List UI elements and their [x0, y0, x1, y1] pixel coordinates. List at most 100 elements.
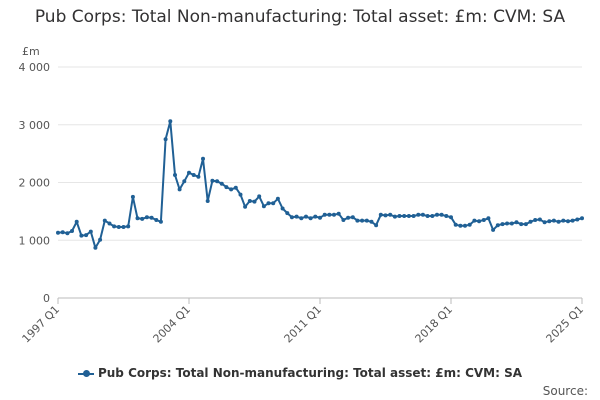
data-point[interactable] [252, 199, 257, 204]
data-point[interactable] [350, 215, 355, 220]
data-point[interactable] [486, 216, 491, 221]
data-point[interactable] [322, 212, 327, 217]
data-point[interactable] [289, 215, 294, 220]
data-point[interactable] [411, 214, 416, 218]
data-point[interactable] [566, 219, 570, 224]
data-point[interactable] [229, 187, 234, 192]
data-point[interactable] [224, 185, 229, 190]
data-point[interactable] [102, 218, 107, 223]
data-point[interactable] [112, 224, 117, 229]
data-point[interactable] [570, 218, 575, 223]
data-point[interactable] [392, 214, 397, 219]
data-point[interactable] [318, 215, 322, 220]
data-point[interactable] [126, 224, 131, 229]
data-point[interactable] [369, 219, 374, 224]
data-point[interactable] [173, 173, 177, 177]
data-point[interactable] [481, 218, 486, 222]
data-point[interactable] [163, 137, 168, 142]
data-point[interactable] [547, 219, 552, 224]
data-point[interactable] [65, 231, 70, 236]
data-point[interactable] [247, 199, 252, 203]
data-point[interactable] [430, 214, 435, 218]
data-point[interactable] [210, 178, 215, 183]
data-point[interactable] [201, 156, 205, 161]
data-point[interactable] [374, 223, 379, 228]
data-point[interactable] [561, 218, 566, 223]
data-point[interactable] [439, 212, 444, 217]
data-point[interactable] [130, 194, 135, 199]
data-point[interactable] [341, 218, 346, 222]
data-point[interactable] [294, 214, 299, 219]
data-point[interactable] [336, 211, 341, 216]
data-point[interactable] [556, 219, 561, 224]
data-point[interactable] [575, 217, 580, 222]
data-point[interactable] [215, 179, 220, 184]
data-point[interactable] [528, 219, 533, 224]
data-point[interactable] [308, 216, 313, 221]
data-point[interactable] [84, 233, 89, 238]
data-point[interactable] [285, 211, 290, 216]
data-point[interactable] [187, 170, 191, 175]
data-point[interactable] [467, 222, 472, 227]
data-point[interactable] [505, 221, 510, 226]
data-point[interactable] [70, 229, 74, 233]
data-point[interactable] [304, 214, 308, 219]
data-point[interactable] [402, 214, 407, 218]
data-point[interactable] [364, 218, 369, 223]
data-point[interactable] [158, 219, 163, 224]
data-point[interactable] [154, 218, 159, 222]
data-point[interactable] [542, 220, 547, 225]
data-point[interactable] [332, 212, 336, 217]
data-point[interactable] [205, 199, 210, 203]
data-point[interactable] [500, 222, 505, 227]
data-point[interactable] [551, 218, 556, 223]
data-point[interactable] [449, 215, 453, 220]
data-point[interactable] [472, 218, 477, 223]
data-point[interactable] [275, 196, 280, 201]
data-point[interactable] [425, 214, 430, 218]
data-point[interactable] [406, 214, 411, 218]
data-point[interactable] [537, 217, 542, 222]
data-point[interactable] [346, 215, 351, 220]
data-point[interactable] [420, 212, 425, 217]
data-point[interactable] [177, 187, 182, 192]
data-point[interactable] [355, 218, 360, 223]
data-point[interactable] [98, 237, 103, 242]
data-point[interactable] [266, 201, 271, 206]
data-point[interactable] [93, 245, 98, 250]
data-point[interactable] [60, 230, 65, 235]
data-point[interactable] [416, 212, 421, 217]
data-point[interactable] [257, 194, 262, 199]
data-point[interactable] [74, 219, 79, 224]
data-point[interactable] [261, 204, 266, 209]
data-point[interactable] [495, 223, 500, 228]
data-point[interactable] [107, 221, 112, 226]
data-point[interactable] [140, 216, 145, 221]
legend[interactable]: Pub Corps: Total Non-manufacturing: Tota… [0, 366, 600, 380]
data-point[interactable] [149, 215, 154, 220]
data-point[interactable] [360, 218, 365, 223]
data-point[interactable] [219, 181, 224, 186]
data-point[interactable] [271, 201, 276, 206]
data-point[interactable] [313, 214, 318, 219]
data-point[interactable] [88, 229, 93, 234]
data-point[interactable] [514, 220, 519, 225]
data-point[interactable] [491, 227, 496, 232]
data-point[interactable] [388, 212, 393, 217]
data-point[interactable] [509, 221, 514, 226]
data-point[interactable] [243, 204, 248, 209]
data-point[interactable] [299, 216, 304, 221]
data-point[interactable] [196, 174, 201, 179]
data-point[interactable] [191, 173, 196, 177]
data-point[interactable] [435, 212, 439, 217]
data-point[interactable] [397, 214, 402, 218]
data-point[interactable] [135, 216, 140, 221]
data-point[interactable] [56, 230, 60, 235]
data-point[interactable] [168, 119, 173, 124]
data-point[interactable] [533, 218, 538, 222]
data-point[interactable] [453, 222, 458, 227]
data-point[interactable] [238, 192, 243, 197]
data-point[interactable] [144, 215, 149, 220]
data-point[interactable] [458, 223, 463, 228]
data-point[interactable] [383, 213, 388, 218]
